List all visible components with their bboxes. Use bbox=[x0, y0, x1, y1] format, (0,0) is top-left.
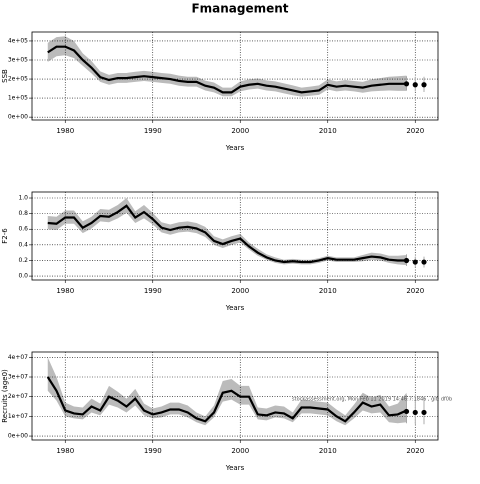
forecast-point bbox=[403, 257, 410, 264]
y-tick-label: 0.6 bbox=[18, 226, 28, 233]
plot-frame bbox=[31, 31, 439, 121]
x-tick-label: 2020 bbox=[406, 287, 424, 295]
y-tick-label: 3e+07 bbox=[8, 374, 28, 381]
x-tick-label: 1990 bbox=[144, 127, 162, 135]
annotation: stockassessment.org, Mon Feb 11 2019 14:… bbox=[292, 397, 452, 403]
confidence-band bbox=[47, 198, 407, 266]
x-tick-label: 2000 bbox=[231, 447, 249, 455]
y-tick-label: 1.0 bbox=[18, 195, 28, 202]
y-tick-label: 1e+07 bbox=[8, 413, 28, 420]
y-tick-label: 0.0 bbox=[18, 273, 28, 280]
x-axis-label: Years bbox=[225, 144, 245, 152]
x-tick-label: 1980 bbox=[56, 287, 74, 295]
figure-title: Fmanagement bbox=[191, 2, 288, 16]
estimate-line bbox=[46, 376, 407, 423]
forecast-point bbox=[421, 82, 427, 88]
forecast-point bbox=[412, 409, 418, 416]
x-tick-label: 1990 bbox=[144, 287, 162, 295]
y-tick-label: 0e+00 bbox=[8, 433, 28, 440]
plot-frame bbox=[31, 351, 439, 441]
x-tick-label: 1990 bbox=[144, 447, 162, 455]
y-tick-label: 2e+05 bbox=[8, 76, 28, 83]
estimate-line bbox=[47, 204, 407, 264]
estimate-line bbox=[47, 45, 407, 94]
x-tick-label: 1980 bbox=[56, 447, 74, 455]
forecast-point bbox=[403, 81, 410, 87]
y-axis-label: SSB bbox=[1, 69, 9, 83]
forecast-point bbox=[421, 259, 427, 265]
y-tick-label: 2e+07 bbox=[8, 393, 28, 400]
y-tick-label: 0.4 bbox=[18, 241, 28, 248]
x-tick-label: 2010 bbox=[319, 287, 337, 295]
x-tick-label: 2010 bbox=[319, 127, 337, 135]
x-tick-label: 2000 bbox=[231, 127, 249, 135]
y-tick-label: 4e+05 bbox=[8, 37, 28, 44]
forecast-point bbox=[412, 259, 418, 265]
y-axis-label: Recruits (age0) bbox=[1, 369, 9, 423]
x-tick-label: 2010 bbox=[319, 447, 337, 455]
x-tick-label: 2000 bbox=[231, 287, 249, 295]
confidence-band bbox=[47, 36, 407, 97]
y-axis-label: F2-6 bbox=[1, 228, 9, 244]
y-tick-label: 4e+07 bbox=[8, 354, 28, 361]
x-axis-label: Years bbox=[225, 304, 245, 312]
x-tick-label: 1980 bbox=[56, 127, 74, 135]
y-tick-label: 0e+00 bbox=[8, 114, 28, 121]
y-tick-label: 0.8 bbox=[18, 210, 28, 217]
y-tick-label: 1e+05 bbox=[8, 95, 28, 102]
x-tick-label: 2020 bbox=[406, 127, 424, 135]
y-tick-label: 3e+05 bbox=[8, 57, 28, 64]
forecast-point bbox=[421, 409, 427, 416]
forecast-point bbox=[412, 82, 418, 88]
forecast-point bbox=[403, 408, 410, 415]
y-tick-label: 0.2 bbox=[18, 257, 28, 264]
x-axis-label: Years bbox=[225, 464, 245, 472]
plot-frame bbox=[31, 191, 439, 281]
x-tick-label: 2020 bbox=[406, 447, 424, 455]
